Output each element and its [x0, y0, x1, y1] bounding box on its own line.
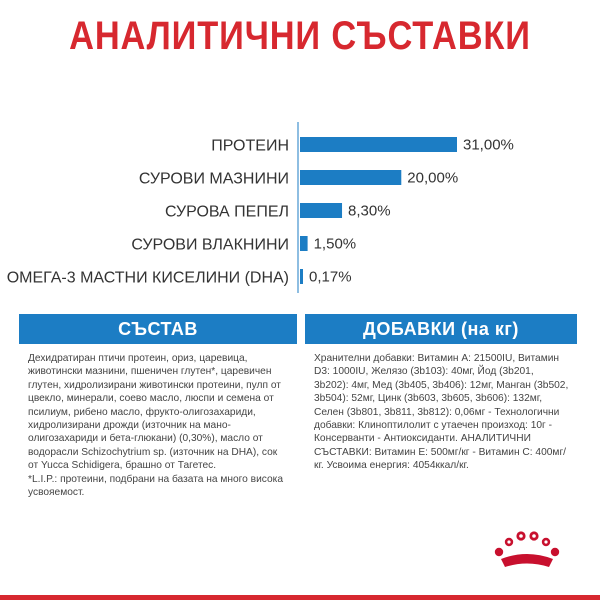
nutrient-bar-chart: ПРОТЕИН 31,00% СУРОВИ МАЗНИНИ 20,00% СУРОВА … [7, 122, 514, 293]
bar [300, 269, 303, 284]
category-label: ПРОТЕИН [211, 138, 289, 155]
value-label: 20,00% [407, 170, 458, 187]
composition-heading: СЪСТАВ [19, 314, 297, 344]
composition-panel: Дехидратиран птичи протеин, ориз, цареви… [19, 344, 297, 522]
value-label: 1,50% [314, 236, 357, 253]
category-label: ОМЕГА-3 МАСТНИ КИСЕЛИНИ (DHA) [7, 270, 289, 287]
bar [300, 137, 457, 152]
category-label: СУРОВА ПЕПЕЛ [165, 204, 289, 221]
crown-icon [494, 531, 560, 567]
bar [300, 203, 343, 218]
additives-panel: Хранителни добавки: Витамин А: 21500IU, … [305, 344, 577, 522]
additives-text: Хранителни добавки: Витамин А: 21500IU, … [314, 353, 569, 472]
value-label: 0,17% [309, 269, 352, 286]
category-label: СУРОВИ МАЗНИНИ [139, 171, 289, 188]
bar [300, 236, 308, 251]
additives-heading: ДОБАВКИ (на кг) [305, 314, 577, 344]
composition-text: Дехидратиран птичи протеин, ориз, цареви… [28, 353, 281, 472]
page-title: АНАЛИТИЧНИ СЪСТАВКИ [69, 14, 531, 58]
bottom-accent-line [0, 595, 600, 600]
value-label: 31,00% [463, 137, 514, 154]
value-label: 8,30% [348, 203, 391, 220]
category-label: СУРОВИ ВЛАКНИНИ [131, 237, 289, 254]
composition-footnote: *L.I.P.: протеини, подбрани на базата на… [28, 473, 283, 499]
bar [300, 170, 402, 185]
